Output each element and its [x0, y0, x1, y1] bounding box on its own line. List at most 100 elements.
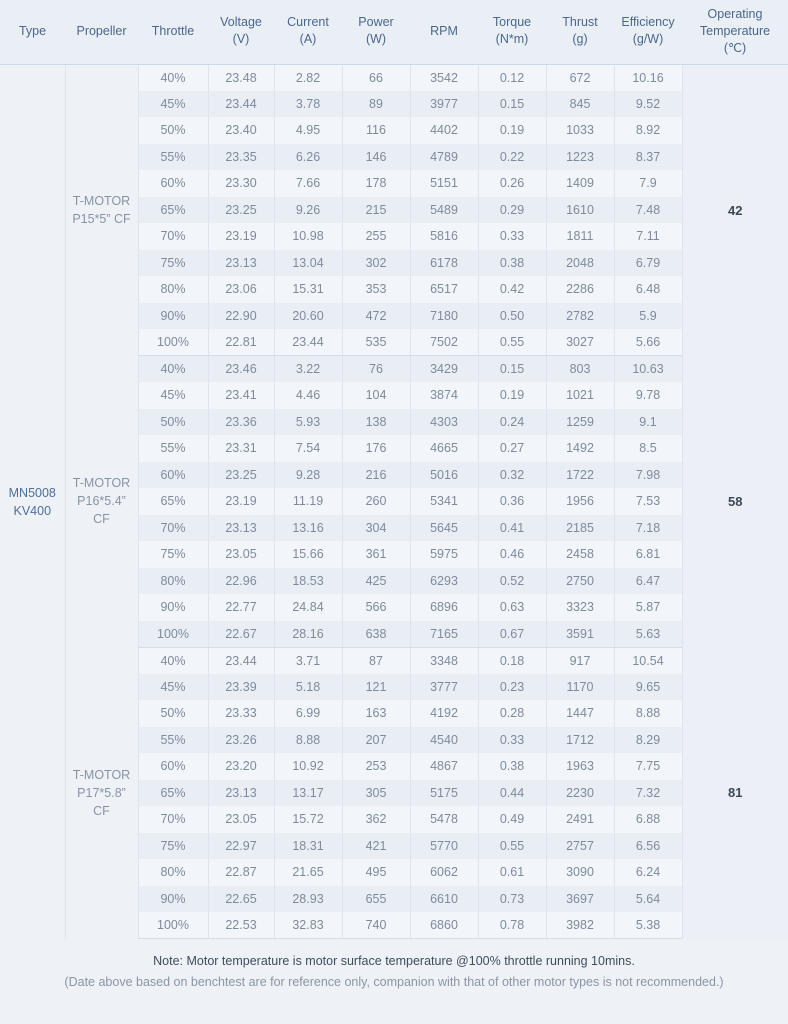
table-row: 55% 23.26 8.88 207 4540 0.33 1712 8.29: [0, 726, 788, 754]
cell-efficiency: 5.9: [613, 302, 682, 330]
cell-voltage: 23.35: [207, 143, 274, 171]
column-header-throttle-label: Throttle: [151, 23, 195, 38]
table-row: 45% 23.41 4.46 104 3874 0.19 1021 9.78: [0, 382, 788, 409]
cell-thrust: 3027: [545, 329, 614, 357]
column-header-current: Current (A): [274, 0, 342, 65]
cell-thrust: 3090: [545, 859, 614, 886]
cell-throttle: 55%: [137, 726, 208, 754]
column-header-operating-temperature: Operating Temperature (℃): [682, 0, 788, 65]
cell-power: 87: [341, 647, 410, 674]
column-header-thrust: Thrust (g): [546, 0, 614, 65]
table-row: 90% 22.65 28.93 655 6610 0.73 3697 5.64: [0, 885, 788, 913]
cell-torque: 0.24: [477, 408, 546, 436]
cell-power: 472: [341, 302, 410, 330]
cell-thrust: 3323: [545, 594, 614, 621]
cell-current: 28.93: [273, 885, 342, 913]
column-header-torque-label: Torque: [492, 15, 532, 30]
cell-thrust: 2286: [545, 276, 614, 303]
cell-throttle: 75%: [137, 249, 208, 277]
cell-thrust: 3982: [545, 912, 614, 940]
column-header-voltage-label: Voltage: [220, 15, 262, 30]
cell-torque: 0.29: [477, 196, 546, 224]
cell-thrust: 2782: [545, 302, 614, 330]
cell-throttle: 80%: [137, 859, 208, 886]
cell-power: 655: [341, 885, 410, 913]
cell-efficiency: 6.47: [613, 567, 682, 595]
cell-thrust: 1956: [545, 488, 614, 515]
motor-type-line-2: KV400: [13, 503, 52, 518]
cell-efficiency: 7.9: [613, 170, 682, 197]
cell-current: 5.93: [273, 408, 342, 436]
cell-voltage: 23.05: [207, 541, 274, 568]
propeller-line-1: T-MOTOR: [72, 767, 131, 782]
cell-torque: 0.44: [477, 779, 546, 807]
cell-efficiency: 5.87: [613, 594, 682, 621]
cell-efficiency: 7.48: [613, 196, 682, 224]
cell-torque: 0.38: [477, 249, 546, 277]
cell-voltage: 23.31: [207, 435, 274, 462]
cell-thrust: 1610: [545, 196, 614, 224]
cell-efficiency: 9.78: [613, 382, 682, 409]
cell-rpm: 6293: [409, 567, 478, 595]
cell-voltage: 23.19: [207, 488, 274, 515]
cell-voltage: 22.81: [207, 329, 274, 357]
cell-throttle: 60%: [137, 170, 208, 197]
cell-voltage: 22.53: [207, 912, 274, 940]
column-header-rpm-label: RPM: [430, 23, 458, 38]
cell-throttle: 65%: [137, 196, 208, 224]
cell-efficiency: 8.92: [613, 117, 682, 144]
cell-torque: 0.19: [477, 382, 546, 409]
column-header-propeller: Propeller: [65, 0, 138, 65]
cell-rpm: 7502: [409, 329, 478, 357]
column-header-thrust-label: Thrust: [562, 15, 598, 30]
cell-torque: 0.28: [477, 700, 546, 727]
cell-efficiency: 6.24: [613, 859, 682, 886]
propeller-cell: T-MOTOR P17*5.8” CF: [64, 647, 138, 939]
cell-torque: 0.78: [477, 912, 546, 940]
cell-throttle: 100%: [137, 620, 208, 648]
column-header-power: Power (W): [342, 0, 410, 65]
cell-torque: 0.33: [477, 223, 546, 250]
cell-thrust: 1811: [545, 223, 614, 250]
cell-thrust: 672: [545, 64, 614, 91]
cell-rpm: 4402: [409, 117, 478, 144]
column-header-throttle: Throttle: [138, 0, 208, 65]
cell-voltage: 23.40: [207, 117, 274, 144]
cell-efficiency: 10.54: [613, 647, 682, 674]
cell-efficiency: 6.48: [613, 276, 682, 303]
operating-temperature-cell: 42: [681, 64, 788, 356]
cell-current: 21.65: [273, 859, 342, 886]
cell-voltage: 23.25: [207, 196, 274, 224]
cell-current: 8.88: [273, 726, 342, 754]
cell-thrust: 2185: [545, 514, 614, 542]
propeller-cell: T-MOTOR P15*5” CF: [64, 64, 138, 356]
table-row: 45% 23.39 5.18 121 3777 0.23 1170 9.65: [0, 673, 788, 701]
cell-torque: 0.63: [477, 594, 546, 621]
cell-voltage: 23.46: [207, 355, 274, 383]
cell-power: 495: [341, 859, 410, 886]
cell-rpm: 4867: [409, 753, 478, 780]
footer-note: Note: Motor temperature is motor surface…: [0, 939, 788, 1024]
cell-efficiency: 8.29: [613, 726, 682, 754]
cell-voltage: 22.90: [207, 302, 274, 330]
table-row: 70% 23.19 10.98 255 5816 0.33 1811 7.11: [0, 223, 788, 250]
cell-current: 3.22: [273, 355, 342, 383]
cell-rpm: 4303: [409, 408, 478, 436]
cell-efficiency: 6.79: [613, 249, 682, 277]
cell-current: 24.84: [273, 594, 342, 621]
cell-power: 163: [341, 700, 410, 727]
cell-torque: 0.38: [477, 753, 546, 780]
column-header-operating-temperature-label: Operating Temperature: [699, 7, 771, 38]
cell-power: 146: [341, 143, 410, 171]
cell-voltage: 23.20: [207, 753, 274, 780]
cell-voltage: 23.44: [207, 90, 274, 118]
cell-current: 32.83: [273, 912, 342, 940]
cell-thrust: 1447: [545, 700, 614, 727]
cell-current: 15.72: [273, 806, 342, 833]
cell-throttle: 40%: [137, 355, 208, 383]
cell-current: 6.26: [273, 143, 342, 171]
cell-power: 535: [341, 329, 410, 357]
cell-efficiency: 5.66: [613, 329, 682, 357]
cell-efficiency: 8.88: [613, 700, 682, 727]
table-body: MN5008 KV400 T-MOTOR P15*5” CF 40% 23.48 2.82 6…: [0, 64, 788, 940]
